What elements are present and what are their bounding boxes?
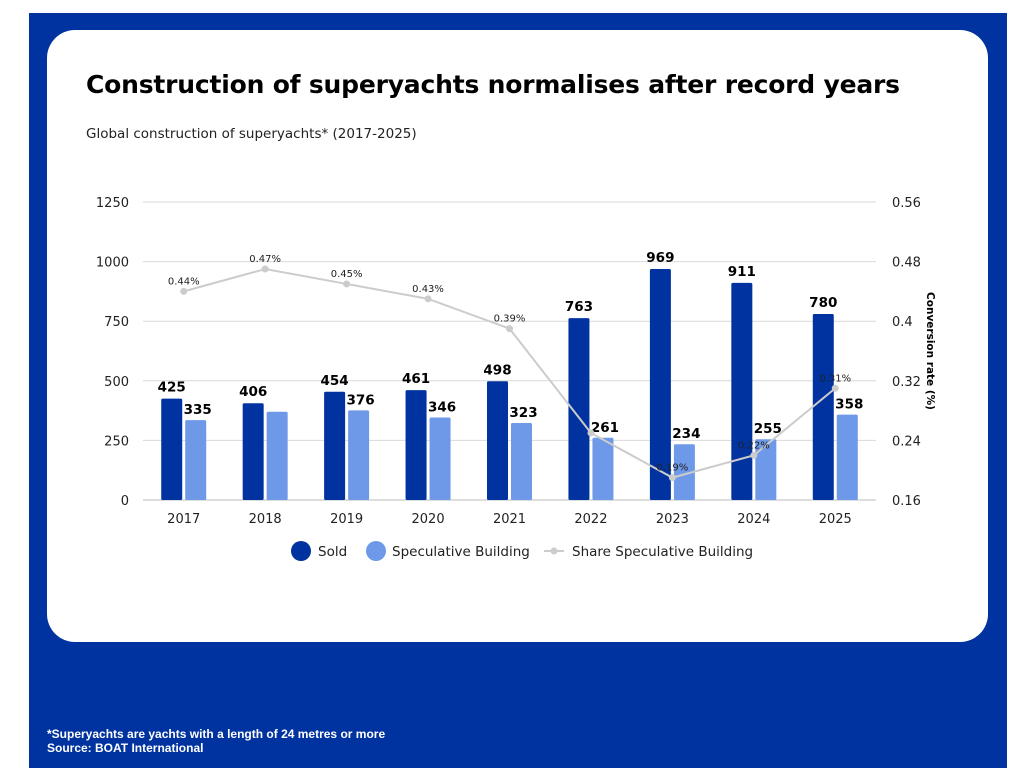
share-point: [506, 325, 513, 333]
data-label-sold: 406: [239, 384, 267, 400]
data-label-speculative: 323: [509, 405, 537, 421]
legend-swatch-speculative: [366, 541, 386, 561]
share-point: [180, 287, 188, 295]
bar-sold: [487, 381, 508, 500]
data-label-sold: 425: [158, 380, 186, 396]
y-left-tick-label: 750: [104, 315, 129, 330]
bar-speculative: [755, 439, 777, 500]
data-label-speculative: 346: [428, 400, 456, 416]
bar-speculative: [266, 411, 288, 500]
x-tick-label: 2018: [249, 512, 282, 527]
data-label-share: 0.45%: [331, 269, 363, 280]
data-label-share: 0.39%: [494, 314, 526, 325]
y-left-tick-label: 500: [104, 375, 129, 390]
share-point: [668, 474, 676, 482]
data-label-speculative: 376: [347, 392, 375, 408]
data-label-share: 0.22%: [738, 440, 770, 451]
legend-label-speculative: Speculative Building: [392, 544, 530, 560]
x-tick-label: 2025: [819, 512, 852, 527]
y-right-tick-label: 0.24: [892, 434, 921, 449]
y-right-tick-label: 0.48: [892, 256, 921, 271]
bar-speculative: [511, 422, 532, 500]
y-right-tick-label: 0.56: [892, 196, 921, 211]
legend-label-share: Share Speculative Building: [572, 544, 753, 560]
data-label-sold: 911: [728, 264, 756, 280]
bar-sold: [812, 314, 834, 500]
legend-swatch-sold: [291, 541, 311, 561]
x-tick-label: 2017: [167, 512, 200, 527]
footnote: *Superyachts are yachts with a length of…: [47, 727, 385, 755]
data-label-share: 0.43%: [412, 284, 444, 295]
data-label-share: 0.31%: [819, 373, 851, 384]
data-label-share: 0.47%: [249, 254, 281, 265]
data-label-sold: 763: [565, 299, 593, 315]
bar-speculative: [592, 437, 614, 500]
bar-speculative: [348, 410, 370, 500]
share-point: [587, 429, 595, 437]
data-label-sold: 454: [321, 373, 349, 389]
x-tick-label: 2020: [412, 512, 445, 527]
x-tick-label: 2022: [574, 512, 607, 527]
y-right-tick-label: 0.16: [892, 494, 921, 509]
footnote-source: Source: BOAT International: [47, 741, 204, 755]
x-tick-label: 2019: [330, 512, 363, 527]
bar-speculative: [673, 444, 695, 500]
chart-title: Construction of superyachts normalises a…: [86, 70, 900, 99]
data-label-speculative: 234: [672, 426, 700, 442]
data-label-speculative: 358: [835, 397, 863, 413]
bar-sold: [242, 403, 264, 500]
chart-subtitle: Global construction of superyachts* (201…: [86, 126, 417, 142]
bar-sold: [731, 282, 753, 500]
y-left-tick-label: 1000: [96, 256, 129, 271]
y-right-tick-label: 0.32: [892, 375, 921, 390]
share-point: [424, 295, 432, 303]
legend-label-sold: Sold: [318, 544, 347, 560]
data-label-speculative: 255: [754, 421, 782, 437]
share-point: [750, 451, 758, 459]
x-tick-label: 2024: [737, 512, 770, 527]
data-label-sold: 969: [646, 250, 674, 266]
x-tick-label: 2021: [493, 512, 526, 527]
bar-speculative: [836, 414, 858, 500]
y-right-tick-label: 0.4: [892, 315, 913, 330]
bar-speculative: [185, 420, 207, 500]
data-label-speculative: 261: [591, 420, 619, 436]
bar-speculative: [429, 417, 451, 500]
footnote-definition: *Superyachts are yachts with a length of…: [47, 727, 386, 741]
data-label-share: 0.19%: [656, 463, 688, 474]
x-tick-label: 2023: [656, 512, 689, 527]
data-label-sold: 461: [402, 371, 430, 387]
bar-sold: [568, 318, 590, 500]
data-label-speculative: 335: [184, 402, 212, 418]
share-point: [261, 265, 269, 273]
data-label-sold: 780: [809, 295, 837, 311]
y-left-tick-label: 250: [104, 434, 129, 449]
share-point: [343, 280, 351, 288]
bar-sold: [649, 268, 671, 500]
y-left-tick-label: 1250: [96, 196, 129, 211]
data-label-sold: 498: [483, 362, 511, 378]
share-point: [831, 384, 839, 392]
bar-sold: [405, 390, 427, 500]
bar-sold: [324, 391, 346, 500]
legend-swatch-share-point: [550, 547, 558, 555]
y-left-tick-label: 0: [121, 494, 129, 509]
data-label-share: 0.44%: [168, 276, 200, 287]
bar-sold: [161, 398, 183, 500]
y-right-axis-title: Conversion rate (%): [924, 292, 936, 410]
